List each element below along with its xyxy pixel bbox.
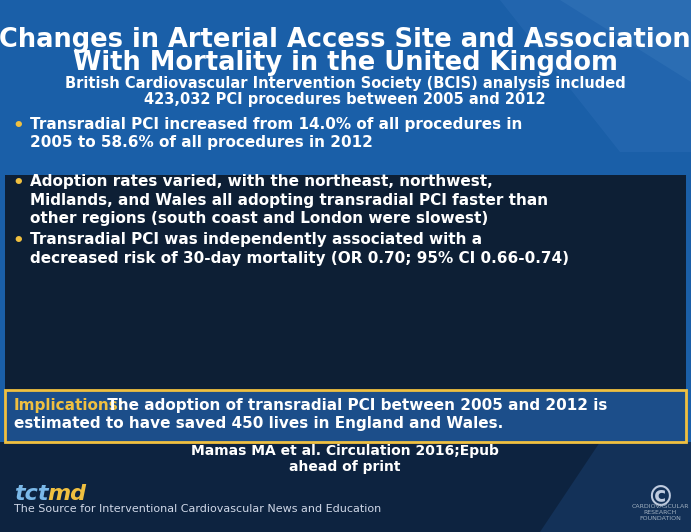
- FancyBboxPatch shape: [5, 175, 686, 440]
- Text: •: •: [12, 232, 23, 250]
- Text: Changes in Arterial Access Site and Association: Changes in Arterial Access Site and Asso…: [0, 27, 691, 53]
- Text: estimated to have saved 450 lives in England and Wales.: estimated to have saved 450 lives in Eng…: [14, 416, 503, 431]
- Text: •: •: [12, 174, 23, 192]
- Text: Midlands, and Wales all adopting transradial PCI faster than: Midlands, and Wales all adopting transra…: [30, 193, 548, 207]
- Text: Transradial PCI increased from 14.0% of all procedures in: Transradial PCI increased from 14.0% of …: [30, 117, 522, 132]
- Text: The Source for Interventional Cardiovascular News and Education: The Source for Interventional Cardiovasc…: [14, 504, 381, 514]
- FancyBboxPatch shape: [5, 390, 686, 442]
- Polygon shape: [560, 0, 691, 82]
- Text: ©: ©: [646, 484, 674, 512]
- Polygon shape: [540, 442, 691, 532]
- Text: British Cardiovascular Intervention Society (BCIS) analysis included: British Cardiovascular Intervention Soci…: [65, 76, 625, 91]
- Text: With Mortality in the United Kingdom: With Mortality in the United Kingdom: [73, 50, 618, 76]
- Text: CARDIOVASCULAR
RESEARCH
FOUNDATION: CARDIOVASCULAR RESEARCH FOUNDATION: [632, 504, 689, 521]
- Text: The adoption of transradial PCI between 2005 and 2012 is: The adoption of transradial PCI between …: [102, 398, 607, 413]
- Text: tct: tct: [14, 484, 48, 504]
- Text: Implications:: Implications:: [14, 398, 125, 413]
- FancyBboxPatch shape: [0, 442, 691, 532]
- Text: Mamas MA et al. Circulation 2016;Epub: Mamas MA et al. Circulation 2016;Epub: [191, 444, 499, 458]
- Text: other regions (south coast and London were slowest): other regions (south coast and London we…: [30, 211, 489, 226]
- Text: md: md: [47, 484, 86, 504]
- Text: ahead of print: ahead of print: [290, 460, 401, 474]
- Text: decreased risk of 30-day mortality (OR 0.70; 95% CI 0.66-0.74): decreased risk of 30-day mortality (OR 0…: [30, 251, 569, 265]
- Text: 423,032 PCI procedures between 2005 and 2012: 423,032 PCI procedures between 2005 and …: [144, 92, 546, 107]
- Text: •: •: [12, 117, 23, 135]
- Text: Transradial PCI was independently associated with a: Transradial PCI was independently associ…: [30, 232, 482, 247]
- Text: Adoption rates varied, with the northeast, northwest,: Adoption rates varied, with the northeas…: [30, 174, 493, 189]
- Polygon shape: [500, 0, 691, 152]
- Text: 2005 to 58.6% of all procedures in 2012: 2005 to 58.6% of all procedures in 2012: [30, 136, 373, 151]
